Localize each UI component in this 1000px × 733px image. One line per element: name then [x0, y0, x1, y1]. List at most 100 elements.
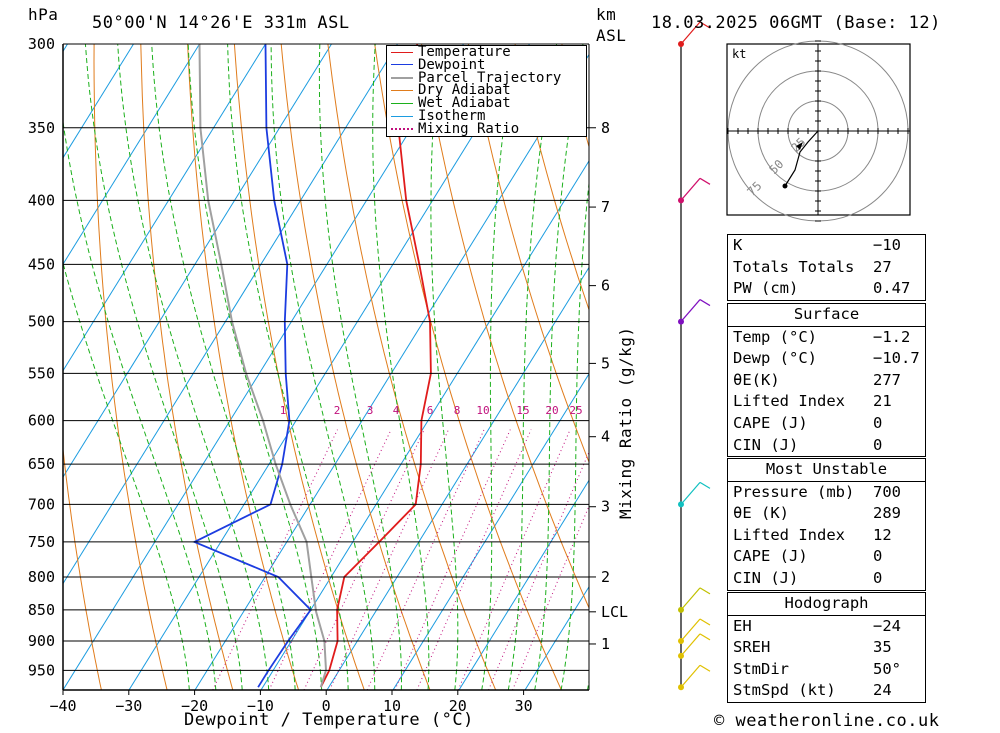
- wind-barb: [680, 633, 701, 657]
- wind-barb: [680, 299, 701, 322]
- indices-row: θE (K) 289: [728, 503, 925, 525]
- wind-barb-flag: [699, 664, 711, 672]
- mixing-ratio-value-label: 1: [280, 404, 287, 417]
- mixing-ratio-axis-label: Mixing Ratio (g/kg): [616, 326, 635, 519]
- isotherm-line: [392, 372, 589, 690]
- dry-adiabat-line: [327, 44, 497, 690]
- isotherm-line: [63, 44, 200, 266]
- indices-row: Lifted Index 21: [728, 391, 925, 413]
- indices-row: EH −24: [728, 616, 925, 638]
- indices-hodograph-panel: Hodograph EH −24 SREH 35 StmDir 50° StmSpd (kt)…: [727, 592, 926, 703]
- mixing-ratio-value-label: 8: [454, 404, 461, 417]
- pressure-tick-label: 900: [28, 632, 55, 650]
- wind-barb: [680, 618, 701, 642]
- indices-key: Lifted Index: [733, 525, 845, 544]
- indices-row: Lifted Index 12: [728, 525, 925, 547]
- legend-label: Isotherm: [418, 108, 486, 124]
- pressure-tick-label: 350: [28, 119, 55, 137]
- legend-label: Temperature: [418, 44, 511, 60]
- isotherm-line: [63, 44, 332, 479]
- isotherm-line: [63, 44, 266, 372]
- mixing-ratio-line: [488, 450, 589, 690]
- isotherm-line: [128, 44, 530, 690]
- indices-value: 0: [873, 413, 883, 432]
- hodograph-ring-label: 50: [766, 157, 786, 177]
- mixing-ratio-value-label: 4: [393, 404, 400, 417]
- pressure-tick-label: 700: [28, 495, 55, 513]
- legend-item: Mixing Ratio: [391, 122, 519, 136]
- pressure-tick-label: 850: [28, 601, 55, 619]
- temperature-tick-label: 10: [383, 697, 401, 715]
- legend-swatch: [391, 89, 413, 91]
- indices-value: −24: [873, 616, 901, 635]
- location-title: 50°00'N 14°26'E 331m ASL: [92, 13, 350, 33]
- legend-swatch: [391, 127, 413, 130]
- indices-value: 12: [873, 525, 892, 544]
- indices-value: −10: [873, 236, 901, 254]
- indices-row: CAPE (J) 0: [728, 413, 925, 435]
- pressure-tick-label: 600: [28, 412, 55, 430]
- dry-adiabat-line: [280, 44, 431, 690]
- pressure-tick-label: 750: [28, 533, 55, 551]
- dry-adiabat-line: [187, 44, 300, 690]
- pressure-tick-label: 800: [28, 568, 55, 586]
- indices-value: −10.7: [873, 349, 920, 368]
- km-tick-label: 8: [601, 119, 610, 137]
- legend-item: Isotherm: [391, 108, 486, 124]
- dry-adiabat-line: [233, 44, 365, 690]
- indices-key: CAPE (J): [733, 413, 808, 432]
- mixing-ratio-line: [394, 429, 511, 690]
- wind-barb-flag: [699, 21, 711, 29]
- mixing-ratio-line: [512, 505, 589, 690]
- indices-value: 700: [873, 482, 901, 501]
- wind-barb-flag: [699, 177, 711, 185]
- indices-value: 289: [873, 504, 901, 523]
- isotherm-line: [260, 160, 589, 690]
- wind-barb: [680, 664, 701, 688]
- indices-key: SREH: [733, 638, 771, 657]
- x-axis-label: Dewpoint / Temperature (°C): [184, 710, 474, 730]
- indices-value: 50°: [873, 659, 901, 678]
- legend-swatch: [391, 115, 413, 117]
- indices-row: Temp (°C) −1.2: [728, 327, 925, 349]
- wind-barb-flag: [699, 633, 711, 641]
- asl-label: ASL: [596, 26, 627, 45]
- indices-value: 35: [873, 638, 892, 657]
- temperature-tick-label: −40: [49, 697, 76, 715]
- indices-row: CIN (J) 0: [728, 568, 925, 590]
- mixing-ratio-value-label: 25: [569, 404, 582, 417]
- dry-adiabat-line: [93, 44, 168, 690]
- wind-barb: [680, 177, 701, 201]
- isotherm-line: [326, 266, 589, 690]
- km-tick-label: 6: [601, 277, 610, 295]
- indices-row: PW (cm) 0.47: [728, 278, 925, 300]
- dry-adiabat-line: [974, 26, 1000, 699]
- pressure-tick-label: 400: [28, 191, 55, 209]
- indices-key: CIN (J): [733, 435, 799, 454]
- indices-panel-title: Surface: [728, 304, 925, 327]
- indices-key: PW (cm): [733, 279, 799, 298]
- wet-adiabat-line: [372, 44, 430, 690]
- indices-value: 277: [873, 370, 901, 389]
- isotherm-line: [194, 53, 589, 690]
- indices-key: θE(K): [733, 370, 780, 389]
- indices-value: −1.2: [873, 327, 911, 346]
- indices-key: CAPE (J): [733, 547, 808, 566]
- indices-key: K: [733, 236, 743, 254]
- indices-key: StmDir: [733, 659, 789, 678]
- km-tick-label: LCL: [601, 603, 628, 621]
- legend-label: Parcel Trajectory: [418, 69, 562, 86]
- legend-swatch: [391, 102, 413, 104]
- indices-row: SREH 35: [728, 637, 925, 659]
- wet-adiabat-line: [117, 44, 270, 690]
- wet-adiabat-line: [187, 44, 323, 690]
- mixing-ratio-value-label: 10: [476, 404, 489, 417]
- legend-item: Wet Adiabat: [391, 96, 511, 110]
- wet-adiabat-line: [227, 44, 349, 690]
- legend-label: Dewpoint: [418, 56, 486, 73]
- km-unit-label: km: [596, 5, 617, 24]
- wind-barb-flag: [699, 587, 711, 595]
- wind-barb-flag: [699, 481, 711, 489]
- wind-barb-flag: [699, 299, 711, 307]
